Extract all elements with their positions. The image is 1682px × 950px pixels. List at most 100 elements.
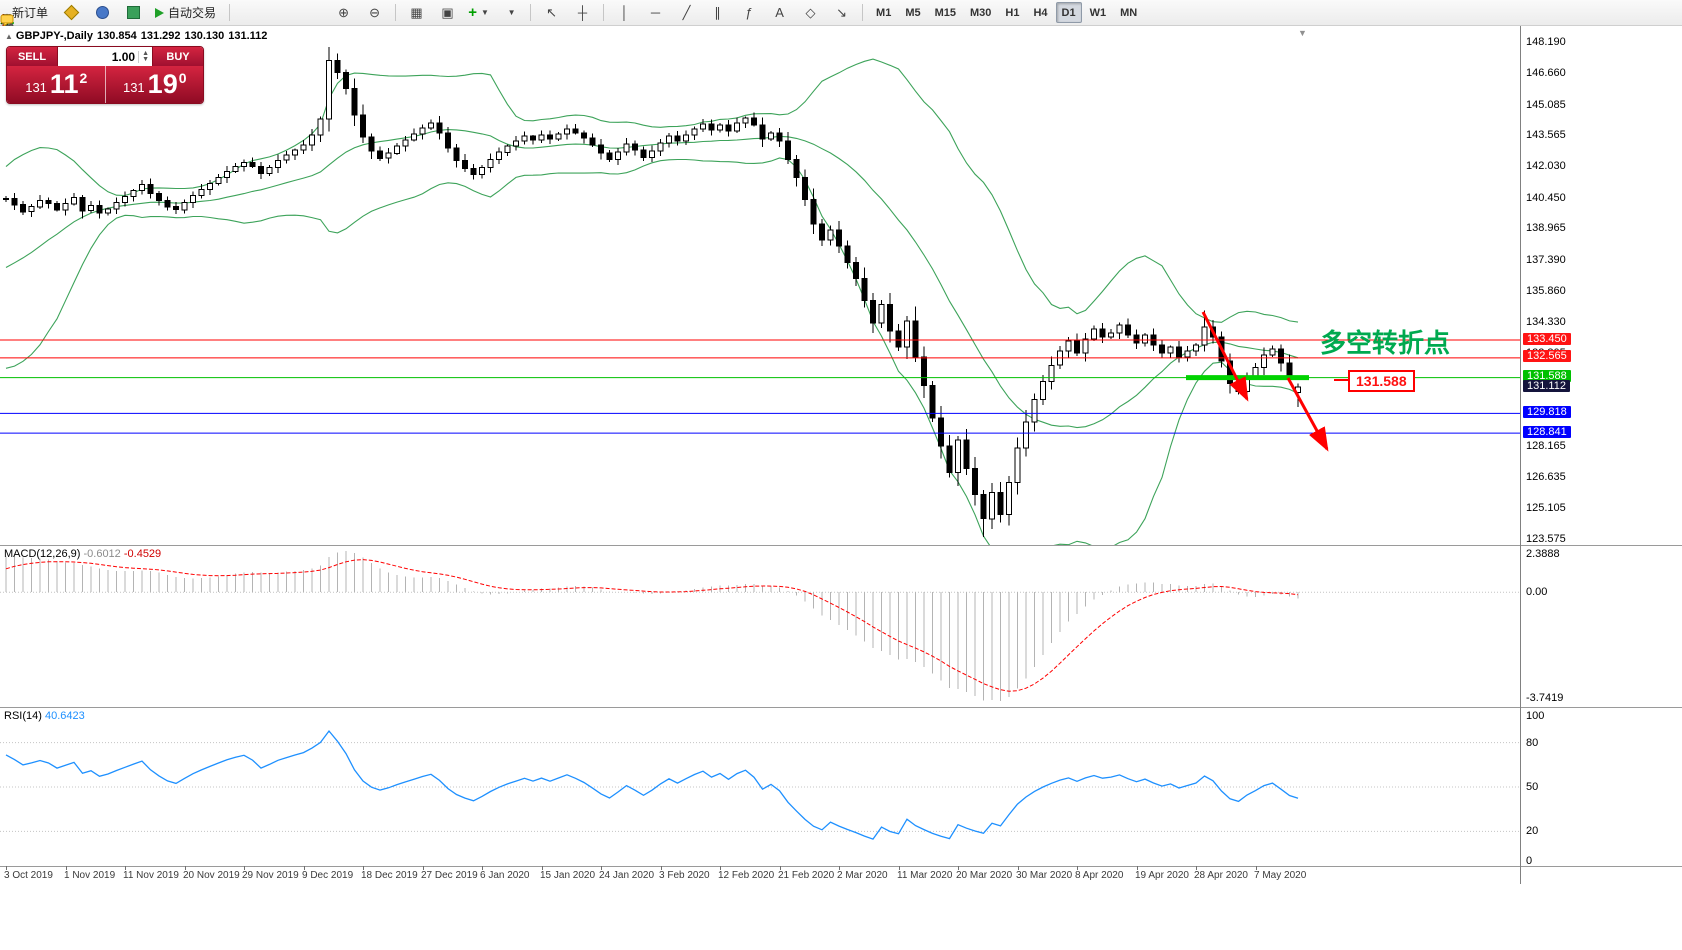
timeframe-d1-button[interactable]: D1 bbox=[1055, 2, 1082, 23]
time-scale-tick bbox=[899, 866, 900, 870]
volume-stepper: ▲ ▼ bbox=[138, 49, 152, 63]
market-watch-button[interactable] bbox=[57, 1, 86, 24]
time-scale-label: 1 Nov 2019 bbox=[64, 870, 116, 881]
bollinger-bands bbox=[5, 58, 1299, 545]
chart-shift-marker-icon[interactable]: ▼ bbox=[1298, 28, 1307, 38]
volume-up-button[interactable]: ▲ bbox=[142, 49, 149, 57]
rsi-scale-0: 0 bbox=[1526, 855, 1533, 867]
price-scale-label: 125.105 bbox=[1526, 502, 1566, 514]
time-scale-label: 20 Nov 2019 bbox=[183, 870, 240, 881]
time-scale-label: 11 Nov 2019 bbox=[123, 870, 179, 881]
vertical-line-icon: │ bbox=[620, 5, 629, 20]
time-scale-tick bbox=[1018, 866, 1019, 870]
navigator-button[interactable] bbox=[88, 1, 117, 24]
candlestick-chart-button[interactable] bbox=[2, 1, 296, 26]
time-scale-tick bbox=[1077, 866, 1078, 870]
bar-chart-button[interactable] bbox=[2, 1, 265, 25]
panel-splitter[interactable] bbox=[0, 707, 1682, 708]
buy-button[interactable]: BUY bbox=[153, 47, 203, 66]
open-value: 130.854 bbox=[96, 30, 137, 42]
time-scale-label: 28 Apr 2020 bbox=[1194, 870, 1248, 881]
volume-input[interactable] bbox=[58, 48, 139, 65]
price-scale-label: 123.575 bbox=[1526, 533, 1566, 545]
price-scale-label: 137.390 bbox=[1526, 254, 1566, 266]
horizontal-line-tool-button[interactable]: ─ bbox=[641, 1, 670, 24]
sell-button[interactable]: SELL bbox=[7, 47, 57, 66]
autotrading-button[interactable]: 自动交易 bbox=[150, 1, 223, 24]
crosshair-icon: ┼ bbox=[577, 5, 588, 20]
trendline-icon: ╱ bbox=[682, 5, 691, 20]
buy-price-button[interactable]: 131 19 0 bbox=[105, 66, 203, 103]
time-scale-label: 15 Jan 2020 bbox=[540, 870, 596, 881]
toolbar: 新订单 自动交易 ⊕ ⊖ ▦ ▣ + ▼ ▼ ↖ ┼ │ ─ ╱ ∥ ƒ A ◇ … bbox=[0, 0, 1682, 27]
timeframe-m5-button[interactable]: M5 bbox=[905, 6, 921, 19]
period-button[interactable]: ▼ bbox=[0, 1, 524, 26]
timeframe-mn-button[interactable]: MN bbox=[1120, 6, 1138, 19]
timeframe-m1-button[interactable]: M1 bbox=[876, 6, 892, 19]
timeframe-m15-button[interactable]: M15 bbox=[934, 6, 956, 19]
horizontal-line-icon: ─ bbox=[650, 5, 661, 20]
time-scale-label: 11 Mar 2020 bbox=[897, 870, 953, 881]
tile-windows-icon: ▦ bbox=[410, 5, 423, 20]
time-scale-tick bbox=[304, 866, 305, 870]
cascade-windows-button[interactable]: ▣ bbox=[433, 1, 462, 24]
price-scale-border bbox=[1520, 26, 1521, 884]
timeframe-h4-button[interactable]: H4 bbox=[1033, 6, 1048, 19]
cursor-tool-button[interactable]: ↖ bbox=[537, 1, 566, 24]
toolbar-separator bbox=[603, 4, 605, 21]
crosshair-tool-button[interactable]: ┼ bbox=[568, 1, 597, 24]
toolbar-separator bbox=[530, 4, 532, 21]
time-scale-tick bbox=[6, 866, 7, 870]
time-scale-tick bbox=[244, 866, 245, 870]
chat-button[interactable] bbox=[0, 1, 1672, 27]
rsi-indicator-canvas[interactable] bbox=[0, 708, 1520, 866]
timeframe-m30-button[interactable]: M30 bbox=[970, 6, 992, 19]
time-scale-label: 30 Mar 2020 bbox=[1016, 870, 1073, 881]
volume-down-button[interactable]: ▼ bbox=[142, 55, 149, 63]
toolbar-separator bbox=[395, 4, 397, 21]
timeframe-w1-button[interactable]: W1 bbox=[1089, 6, 1107, 19]
panel-splitter[interactable] bbox=[0, 545, 1682, 546]
time-axis-separator bbox=[0, 866, 1682, 867]
price-marker-129.818: 129.818 bbox=[1523, 406, 1571, 418]
market-watch-icon bbox=[63, 4, 80, 21]
price-scale-label: 142.030 bbox=[1526, 160, 1566, 172]
level-price-label[interactable]: 131.588 bbox=[1348, 370, 1415, 392]
add-indicator-button[interactable]: + ▼ bbox=[464, 1, 493, 24]
toolbar-separator bbox=[229, 4, 231, 21]
sell-price-button[interactable]: 131 11 2 bbox=[7, 66, 106, 103]
time-scale-label: 9 Dec 2019 bbox=[302, 870, 354, 881]
macd-indicator-canvas[interactable] bbox=[0, 546, 1520, 707]
zoom-out-button[interactable]: ⊖ bbox=[360, 1, 389, 24]
time-scale-tick bbox=[839, 866, 840, 870]
text-tool-icon: A bbox=[775, 5, 784, 20]
time-scale-tick bbox=[601, 866, 602, 870]
fibonacci-tool-button[interactable]: ƒ bbox=[734, 1, 763, 24]
text-tool-button[interactable]: A bbox=[765, 1, 794, 24]
macd-signal-line bbox=[5, 559, 1299, 692]
time-scale-tick bbox=[542, 866, 543, 870]
shapes-tool-button[interactable]: ◇ bbox=[796, 1, 825, 24]
timeframe-h1-button[interactable]: H1 bbox=[1005, 6, 1020, 19]
trendline-tool-button[interactable]: ╱ bbox=[672, 1, 701, 24]
time-scale-tick bbox=[185, 866, 186, 870]
arrow-object-button[interactable]: ↘ bbox=[827, 1, 856, 24]
vertical-line-tool-button[interactable]: │ bbox=[610, 1, 639, 24]
zoom-in-icon: ⊕ bbox=[338, 5, 349, 20]
trend-arrows[interactable] bbox=[1201, 311, 1329, 452]
dropdown-caret-icon: ▼ bbox=[480, 7, 489, 17]
search-button[interactable] bbox=[1, 1, 1637, 27]
collapse-triangle-icon[interactable]: ▲ bbox=[5, 32, 13, 41]
terminal-button[interactable] bbox=[119, 1, 148, 24]
zoom-in-button[interactable]: ⊕ bbox=[329, 1, 358, 24]
time-scale-tick bbox=[363, 866, 364, 870]
autotrading-play-icon bbox=[155, 7, 165, 18]
cursor-icon: ↖ bbox=[546, 5, 557, 20]
tile-windows-button[interactable]: ▦ bbox=[402, 1, 431, 24]
main-chart-canvas[interactable] bbox=[0, 26, 1520, 545]
line-chart-button[interactable] bbox=[0, 1, 327, 24]
chart-annotation-text[interactable]: 多空转折点 bbox=[1320, 328, 1451, 358]
channel-tool-button[interactable]: ∥ bbox=[703, 1, 732, 24]
price-marker-131.588: 131.588 bbox=[1523, 370, 1571, 382]
